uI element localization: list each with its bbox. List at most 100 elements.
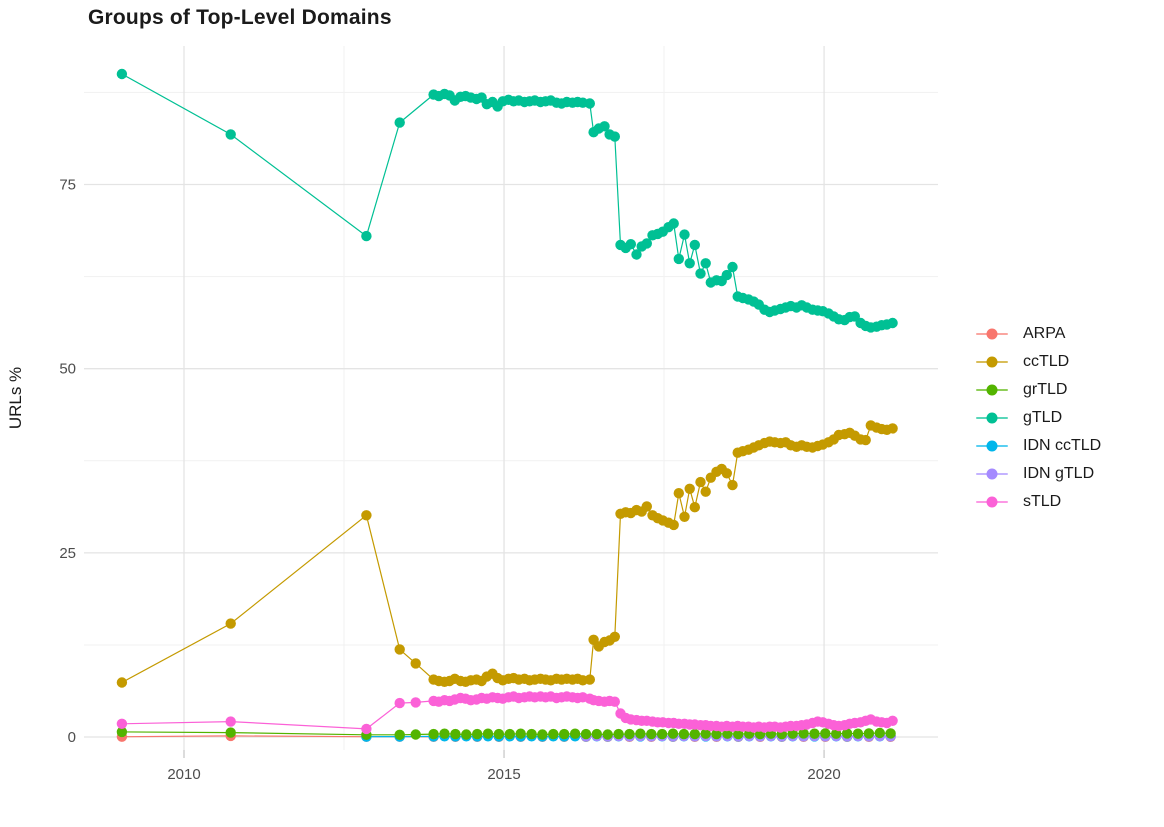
major-gridlines bbox=[84, 46, 938, 750]
data-point-grtld bbox=[602, 729, 613, 740]
data-point-stld bbox=[225, 716, 236, 727]
data-point-grtld bbox=[225, 727, 236, 738]
data-point-grtld bbox=[689, 728, 700, 740]
data-point-grtld bbox=[569, 728, 581, 739]
data-point-gtld bbox=[394, 117, 405, 128]
data-point-grtld bbox=[863, 728, 875, 739]
data-point-cctld bbox=[860, 434, 871, 446]
series-gtld bbox=[116, 68, 898, 333]
data-point-gtld bbox=[673, 253, 684, 265]
legend-key-icon bbox=[976, 328, 1008, 340]
legend-item-gtld: gTLD bbox=[976, 404, 1101, 432]
axis-tick-labels: 0 25 50 75 2010 2015 2020 bbox=[59, 177, 840, 783]
data-point-grtld bbox=[410, 729, 421, 740]
data-point-gtld bbox=[599, 121, 610, 132]
legend-key-dot bbox=[986, 412, 998, 424]
x-tick-label: 2020 bbox=[807, 766, 840, 783]
legend-item-cctld: ccTLD bbox=[976, 348, 1101, 376]
x-tick-label: 2010 bbox=[167, 766, 200, 783]
data-point-cctld bbox=[641, 501, 652, 512]
data-point-cctld bbox=[609, 631, 620, 642]
data-point-stld bbox=[887, 715, 898, 726]
series-line-cctld bbox=[121, 424, 893, 684]
legend-item-stld: sTLD bbox=[976, 488, 1101, 516]
legend-key-icon bbox=[976, 440, 1008, 452]
data-point-gtld bbox=[631, 249, 642, 260]
data-point-gtld bbox=[679, 229, 690, 240]
chart-title: Groups of Top-Level Domains bbox=[88, 6, 392, 29]
data-point-gtld bbox=[689, 239, 700, 251]
data-point-grtld bbox=[472, 728, 483, 740]
data-point-grtld bbox=[613, 728, 624, 740]
data-point-stld bbox=[361, 723, 372, 735]
data-point-gtld bbox=[361, 230, 372, 242]
data-point-grtld bbox=[559, 728, 570, 740]
legend: ARPA ccTLD grTLD gTLD IDN ccTLD IDN gTLD sTLD bbox=[976, 320, 1101, 516]
data-point-cctld bbox=[684, 483, 695, 494]
data-point-grtld bbox=[439, 728, 450, 739]
legend-key-dot bbox=[986, 384, 998, 396]
series-stld bbox=[116, 691, 898, 735]
data-point-gtld bbox=[668, 218, 679, 229]
y-tick-label: 50 bbox=[59, 361, 76, 378]
data-point-cctld bbox=[668, 519, 679, 531]
data-point-grtld bbox=[591, 728, 602, 740]
legend-key-icon bbox=[976, 384, 1008, 396]
data-point-cctld bbox=[679, 511, 690, 522]
y-tick-label: 25 bbox=[59, 545, 76, 562]
legend-key-icon bbox=[976, 356, 1008, 368]
data-point-grtld bbox=[678, 728, 690, 740]
data-point-grtld bbox=[635, 728, 646, 739]
data-point-cctld bbox=[700, 486, 711, 497]
data-point-grtld bbox=[428, 728, 439, 740]
data-point-grtld bbox=[116, 726, 128, 738]
data-point-grtld bbox=[450, 728, 461, 740]
data-point-grtld bbox=[809, 728, 820, 739]
data-point-gtld bbox=[727, 261, 738, 273]
legend-label: sTLD bbox=[1023, 493, 1062, 510]
data-point-grtld bbox=[700, 728, 711, 739]
legend-label: gTLD bbox=[1023, 409, 1063, 426]
data-point-grtld bbox=[646, 728, 657, 740]
data-point-grtld bbox=[526, 728, 537, 740]
legend-item-idn-cctld: IDN ccTLD bbox=[976, 432, 1101, 460]
y-tick-label: 75 bbox=[59, 177, 76, 194]
legend-key-dot bbox=[986, 468, 998, 480]
series-cctld bbox=[116, 420, 898, 688]
legend-item-grtld: grTLD bbox=[976, 376, 1101, 404]
data-point-grtld bbox=[667, 728, 679, 739]
data-point-cctld bbox=[410, 658, 421, 669]
data-point-grtld bbox=[493, 728, 505, 740]
x-tick-label: 2015 bbox=[487, 766, 520, 783]
data-point-gtld bbox=[700, 258, 711, 269]
data-point-grtld bbox=[820, 728, 831, 739]
legend-key-dot bbox=[986, 440, 998, 452]
data-point-cctld bbox=[116, 677, 128, 688]
data-point-stld bbox=[394, 697, 405, 709]
legend-label: ccTLD bbox=[1023, 353, 1070, 370]
data-point-gtld bbox=[641, 238, 652, 249]
data-point-grtld bbox=[874, 727, 885, 739]
data-point-gtld bbox=[609, 131, 620, 142]
legend-key-icon bbox=[976, 496, 1008, 508]
data-point-gtld bbox=[116, 68, 128, 80]
data-point-grtld bbox=[461, 729, 472, 740]
legend-key-dot bbox=[986, 328, 998, 340]
data-point-gtld bbox=[887, 317, 898, 329]
data-point-grtld bbox=[548, 728, 559, 740]
legend-label: IDN ccTLD bbox=[1023, 437, 1102, 454]
legend-item-arpa: ARPA bbox=[976, 320, 1101, 348]
data-point-cctld bbox=[695, 476, 706, 488]
data-point-gtld bbox=[695, 268, 706, 279]
data-point-grtld bbox=[885, 728, 896, 739]
data-point-grtld bbox=[482, 728, 494, 739]
data-point-grtld bbox=[841, 728, 853, 739]
legend-item-idn-gtld: IDN gTLD bbox=[976, 460, 1101, 488]
data-point-stld bbox=[609, 696, 620, 707]
data-point-cctld bbox=[361, 510, 372, 521]
minor-gridlines bbox=[84, 46, 938, 750]
data-point-cctld bbox=[887, 423, 898, 434]
data-point-grtld bbox=[711, 728, 722, 740]
y-axis-title: URLs % bbox=[6, 366, 25, 430]
